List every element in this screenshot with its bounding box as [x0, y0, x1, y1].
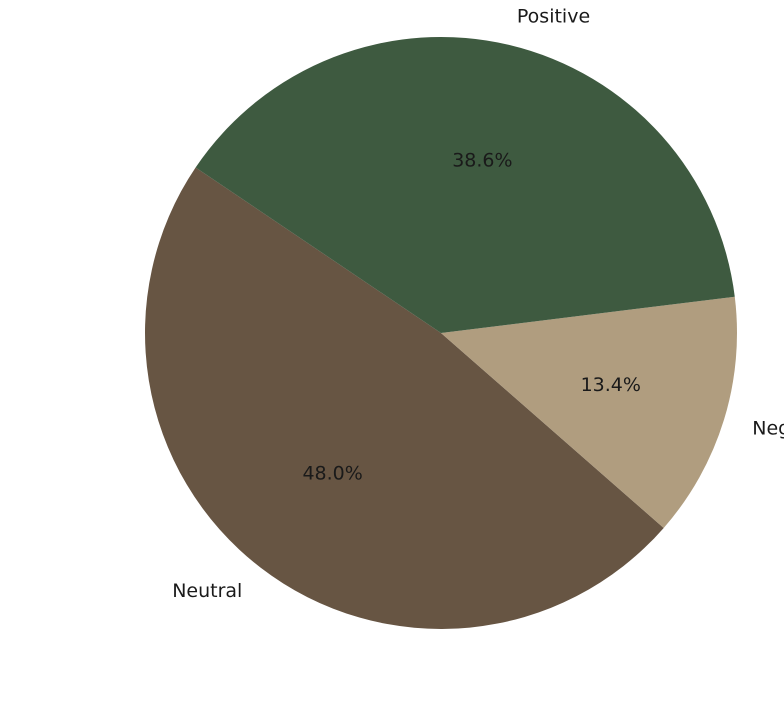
pie-slice-neutral	[145, 167, 664, 629]
pie-labels: Neutral 48.0% Negative 13.4% Positive 38.6%	[172, 5, 784, 602]
slice-label-neutral: Neutral	[172, 580, 242, 602]
pct-label-positive: 38.6%	[452, 149, 512, 171]
pct-label-neutral: 48.0%	[302, 463, 362, 485]
pie-slice-positive	[195, 36, 735, 333]
slice-label-positive: Positive	[517, 5, 590, 27]
pct-label-negative: 13.4%	[581, 374, 641, 396]
pie-slice-negative	[441, 296, 738, 528]
slice-label-negative: Negative	[752, 418, 784, 440]
pie-slices	[145, 36, 738, 629]
